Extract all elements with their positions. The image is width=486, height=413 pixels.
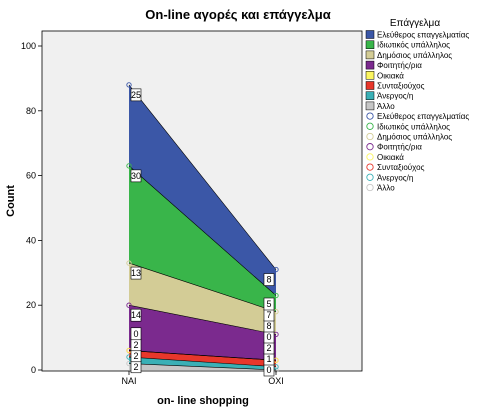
legend-marker-icon [366, 153, 374, 161]
edge-άλλο [128, 363, 277, 371]
data-label-box [130, 327, 142, 341]
data-label-box [263, 297, 275, 311]
legend-label: Άνεργος/η [377, 92, 413, 101]
data-label-συνταξιούχος: 2 [133, 340, 138, 350]
data-label-box [130, 88, 142, 102]
point-ελεύθερος-επαγγελματίας [126, 82, 132, 88]
y-tick-label: 100 [21, 41, 36, 51]
data-label-άλλο: 2 [133, 362, 138, 372]
point-δημόσιος-υπάλληλος [126, 260, 132, 266]
data-label-οικιακά: 0 [133, 329, 138, 339]
data-label-ιδιωτικός-υπάλληλος: 5 [266, 299, 271, 309]
legend-swatch [365, 101, 375, 111]
legend-label: Άλλο [377, 102, 395, 111]
y-axis: 0 20 40 60 80 100 [21, 41, 42, 375]
chart-title: On-line αγορές και επάγγελμα [145, 7, 330, 22]
data-label-άνεργος-η: 2 [133, 351, 138, 361]
legend-swatch [365, 60, 375, 70]
data-label-δημόσιος-υπάλληλος: 13 [131, 268, 141, 278]
x-axis-title: on- line shopping [157, 395, 249, 407]
y-tick-label: 40 [26, 235, 36, 245]
legend-label: Φοιτητής/ρια [377, 143, 422, 152]
area-συνταξιούχος [129, 350, 276, 367]
legend-swatch [365, 40, 375, 49]
point-φοιτητής-ρια [126, 302, 132, 308]
x-tick-label: ΝΑΙ [121, 376, 136, 386]
legend-label: Δημόσιος υπάλληλος [377, 133, 452, 142]
x-tick-label: ΟΧΙ [268, 376, 284, 386]
legend-label: Ιδιωτικός υπάλληλος [377, 122, 450, 131]
legend-label: Ιδιωτικός υπάλληλος [377, 41, 450, 50]
legend-swatch [365, 50, 375, 60]
legend-marker-icon [366, 132, 374, 141]
legend-marker-icon [366, 143, 374, 151]
y-tick-label: 60 [26, 171, 36, 181]
legend-marker-icon [366, 183, 374, 192]
legend-title: Επάγγελμα [390, 17, 440, 29]
edge-ιδιωτικός-υπάλληλος [128, 165, 277, 296]
area-άνεργος-η [129, 357, 276, 370]
edge-δημόσιος-υπάλληλος [128, 262, 277, 312]
data-label-συνταξιούχος: 2 [266, 343, 271, 353]
legend-label: Άνεργος/η [377, 173, 413, 182]
legend-marker-icon [366, 112, 374, 120]
edge-φοιτητής-ρια [128, 304, 277, 335]
legend-label: Ελεύθερος επαγγελματίας [377, 112, 469, 121]
legend-label: Συνταξιούχος [377, 82, 425, 91]
point-ιδιωτικός-υπάλληλος [273, 292, 279, 299]
edge-ελεύθερος-επαγγελματίας [128, 84, 277, 270]
data-label-box [130, 266, 142, 280]
data-label-ελεύθερος-επαγγελματίας: 8 [266, 275, 271, 285]
data-label-άλλο: 0 [266, 365, 271, 375]
legend-swatch [365, 91, 375, 100]
legend-marker-icon [366, 173, 374, 181]
legend-label: Φοιτητής/ρια [377, 61, 422, 70]
legend-label: Οικιακά [377, 153, 404, 162]
data-label-box [130, 308, 142, 322]
area-ελεύθερος-επαγγελματίας [129, 84, 276, 296]
legend-swatch [365, 71, 375, 80]
legend-swatch [365, 81, 375, 90]
edge-οικιακά [128, 350, 277, 361]
y-tick-label: 0 [31, 365, 36, 375]
data-label-οικιακά: 0 [266, 332, 271, 342]
legend-marker-icon [366, 122, 374, 130]
point-markers [126, 82, 279, 373]
y-tick-label: 80 [26, 106, 36, 116]
point-ελεύθερος-επαγγελματίας [273, 266, 279, 273]
point-ιδιωτικός-υπάλληλος [126, 163, 132, 169]
area-edges [128, 84, 277, 371]
legend-marker-icon [366, 163, 374, 171]
legend-label: Συνταξιούχος [377, 163, 425, 172]
data-label-box [263, 273, 275, 286]
data-label-άνεργος-η: 1 [266, 354, 271, 364]
data-label-δημόσιος-υπάλληλος: 7 [266, 310, 271, 320]
y-axis-title: Count [5, 185, 17, 217]
data-label-ελεύθερος-επαγγελματίας: 25 [131, 90, 141, 100]
data-label-box [130, 169, 142, 183]
edge-άνεργος-η [128, 356, 277, 368]
data-label-φοιτητής-ρια: 8 [266, 321, 271, 331]
legend-swatch [365, 30, 375, 39]
area-δημόσιος-υπάλληλος [129, 263, 276, 335]
legend-label: Ελεύθερος επαγγελματίας [377, 31, 469, 40]
area-φοιτητής-ρια [129, 305, 276, 361]
x-axis: ΝΑΙ ΟΧΙ [121, 371, 284, 386]
data-label-ιδιωτικός-υπάλληλος: 30 [131, 171, 141, 181]
y-tick-label: 20 [26, 300, 36, 310]
legend-label: Άλλο [377, 184, 395, 193]
legend-label: Δημόσιος υπάλληλος [377, 51, 452, 60]
legend-label: Οικιακά [377, 71, 404, 80]
data-label-φοιτητής-ρια: 14 [131, 310, 141, 320]
